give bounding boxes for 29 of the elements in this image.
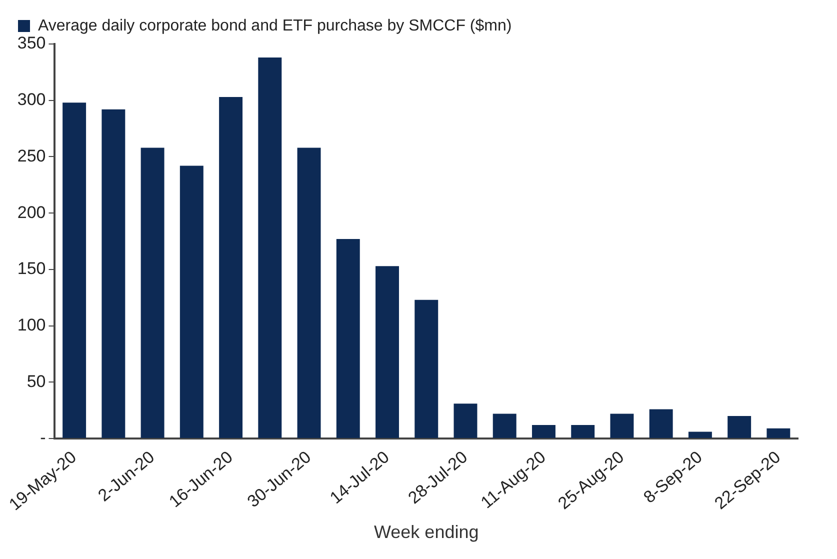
bar [180,166,204,438]
y-tick-label: 350 [17,34,46,53]
bar [766,428,790,438]
y-tick-label: 200 [17,202,46,222]
bar [492,414,516,438]
bar [571,425,595,438]
y-tick-label: 300 [17,90,46,110]
bar [728,416,752,438]
bar [414,300,438,438]
y-tick-label: 50 [26,372,46,391]
y-tick-label: - [40,428,46,448]
bar [610,414,634,438]
bar [688,432,712,438]
bar [62,102,86,438]
bar [454,404,478,438]
bar [649,409,673,438]
bar [376,266,399,438]
bar [336,239,360,438]
y-tick-label: 100 [17,316,46,335]
bar [102,109,126,438]
bar [258,58,282,438]
bar [140,148,164,438]
x-axis-title: Week ending [374,522,479,542]
y-tick-label: 150 [17,259,46,278]
bar [297,148,321,438]
legend-label: Average daily corporate bond and ETF purchase by SMCCF ($mn) [38,17,512,34]
y-tick-label: 250 [17,146,46,166]
bar [219,96,243,438]
bar [532,425,556,438]
